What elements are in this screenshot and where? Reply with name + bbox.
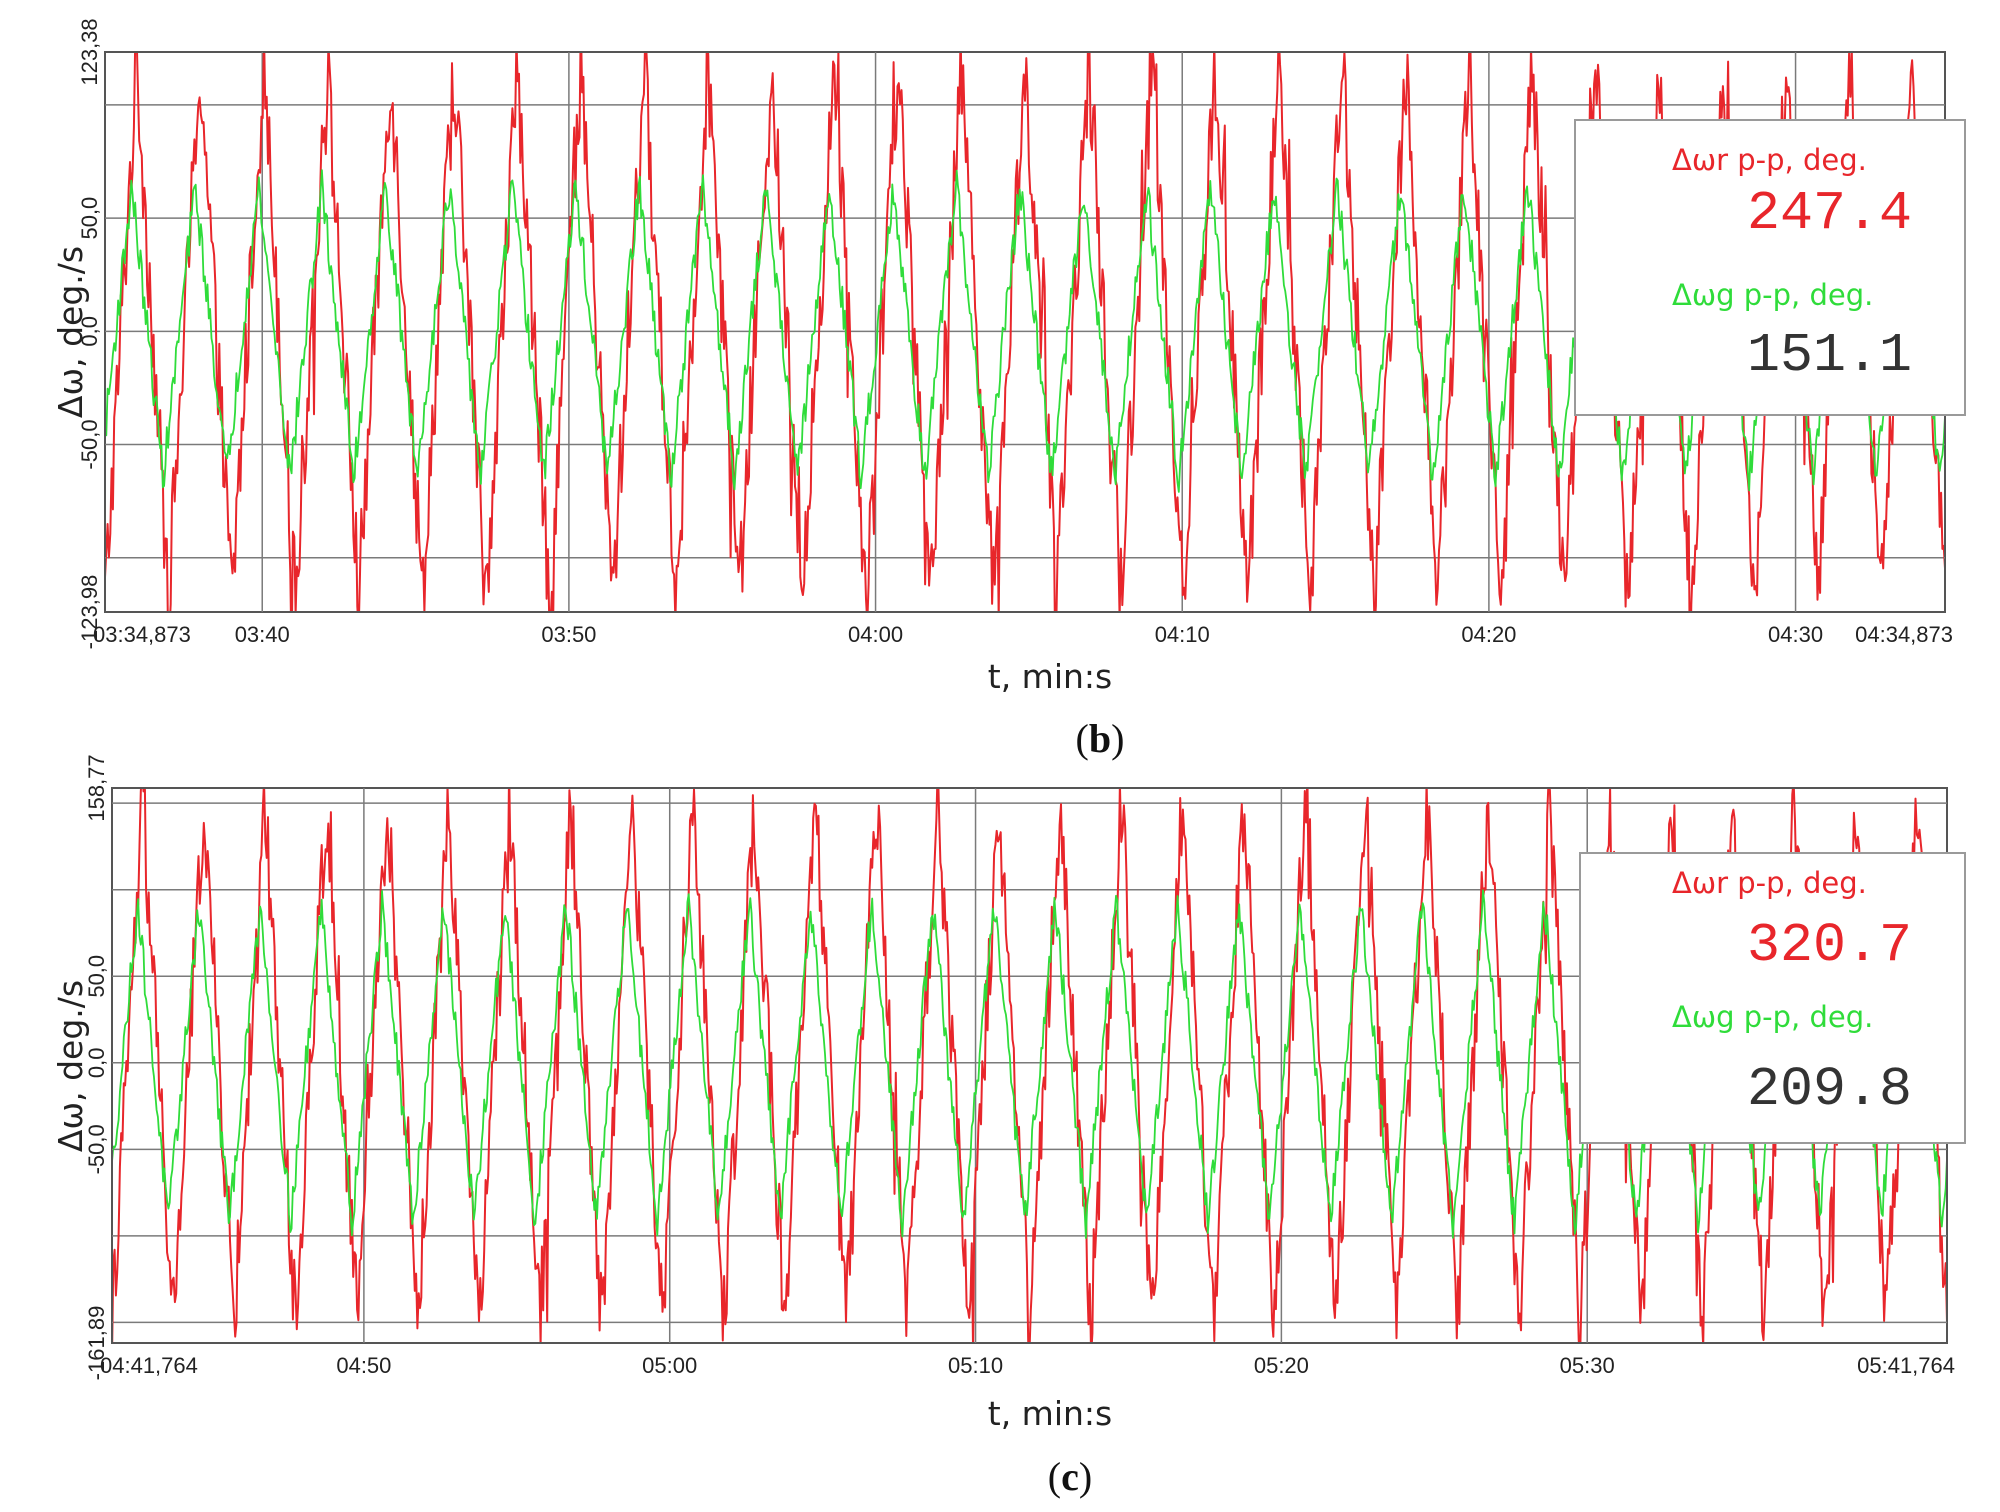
legend-rotor-label: Δωr p-p, deg. — [1672, 866, 1867, 900]
x-axis-label: t, min:s — [988, 657, 1112, 696]
x-tick-label: 05:10 — [948, 1353, 1003, 1378]
y-tick-label: 0,0 — [84, 1048, 109, 1079]
legend-generator-label: Δωg p-p, deg. — [1672, 1000, 1873, 1034]
x-tick-label: 04:50 — [336, 1353, 391, 1378]
series-line-rotor — [106, 53, 1944, 611]
legend-rotor-value: 247.4 — [1747, 182, 1912, 245]
svg-text:(b): (b) — [1076, 716, 1125, 761]
x-tick-label: 03:50 — [541, 622, 596, 647]
y-tick-label: 158,77 — [84, 754, 109, 821]
legend-frame — [1574, 119, 1966, 416]
series-line-generator — [113, 889, 1946, 1239]
x-tick-label: 04:34,873 — [1855, 622, 1953, 647]
x-tick-label: 04:10 — [1155, 622, 1210, 647]
y-tick-label: 50,0 — [77, 197, 102, 240]
legend-rotor-label: Δωr p-p, deg. — [1672, 143, 1867, 177]
x-axis-label: t, min:s — [988, 1394, 1112, 1433]
legend-generator-value: 151.1 — [1747, 324, 1912, 387]
y-tick-label: 123,38 — [77, 18, 102, 85]
panel-caption: (b) — [1076, 716, 1125, 761]
x-tick-label: 05:30 — [1560, 1353, 1615, 1378]
x-tick-label: 04:00 — [848, 622, 903, 647]
y-axis-label: Δω, deg./s — [51, 980, 90, 1152]
y-axis-label: Δω, deg./s — [51, 246, 90, 418]
series-line-rotor — [113, 789, 1946, 1342]
y-tick-label: -161,89 — [84, 1306, 109, 1381]
legend-generator-value: 209.8 — [1747, 1058, 1912, 1121]
y-tick-label: 0,0 — [77, 316, 102, 347]
x-tick-label: 03:34,873 — [93, 622, 191, 647]
x-tick-label: 03:40 — [235, 622, 290, 647]
y-tick-label: -123,98 — [77, 575, 102, 650]
y-tick-label: 50,0 — [84, 955, 109, 998]
x-tick-label: 05:20 — [1254, 1353, 1309, 1378]
x-tick-label: 05:41,764 — [1857, 1353, 1955, 1378]
legend-frame — [1579, 852, 1966, 1144]
panel-caption: (c) — [1048, 1454, 1092, 1499]
y-tick-label: -50,0 — [77, 419, 102, 469]
svg-text:(c): (c) — [1048, 1454, 1092, 1499]
x-tick-label: 04:41,764 — [100, 1353, 198, 1378]
y-tick-label: -50,0 — [84, 1124, 109, 1174]
legend-box: Δωr p-p, deg. 247.4 Δωg p-p, deg. 151.1 — [1574, 119, 1966, 416]
legend-rotor-value: 320.7 — [1747, 914, 1912, 977]
x-tick-label: 05:00 — [642, 1353, 697, 1378]
legend-box: Δωr p-p, deg. 320.7 Δωg p-p, deg. 209.8 — [1579, 852, 1966, 1144]
x-tick-label: 04:30 — [1768, 622, 1823, 647]
x-tick-label: 04:20 — [1461, 622, 1516, 647]
legend-generator-label: Δωg p-p, deg. — [1672, 278, 1873, 312]
